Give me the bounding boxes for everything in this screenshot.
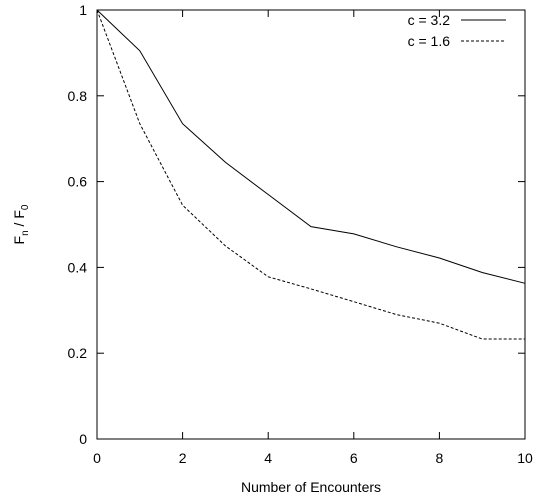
legend-label: c = 3.2: [408, 12, 451, 28]
y-tick-label: 0.8: [68, 88, 88, 104]
y-axis-label-denominator: F: [11, 210, 27, 219]
x-tick-label: 4: [264, 450, 272, 466]
y-axis-ticks: 0 0.2 0.4 0.6 0.8 1: [68, 2, 525, 447]
y-tick-label: 0.2: [68, 345, 88, 361]
y-tick-label: 0.4: [68, 259, 88, 275]
series-line-2: [96, 9, 525, 340]
x-axis-label: Number of Encounters: [241, 479, 381, 495]
y-tick-label: 0.6: [68, 174, 88, 190]
y-tick-label: 0: [79, 431, 87, 447]
y-axis-label-denominator-subscript: 0: [20, 204, 31, 210]
x-tick-label: 10: [517, 450, 533, 466]
y-axis-label-numerator: F: [11, 236, 27, 245]
x-axis-ticks: 0 2 4 6 8 10: [93, 10, 533, 466]
x-tick-label: 8: [436, 450, 444, 466]
y-tick-label: 1: [79, 2, 87, 18]
series-layer: [96, 9, 526, 340]
x-tick-label: 6: [350, 450, 358, 466]
legend: c = 3.2 c = 1.6: [408, 12, 506, 49]
x-tick-label: 0: [93, 450, 101, 466]
legend-label: c = 1.6: [408, 33, 451, 49]
plot-frame: [96, 9, 526, 440]
x-tick-label: 2: [179, 450, 187, 466]
series-line-1: [96, 9, 526, 284]
y-axis-label: Fn / F0: [11, 204, 31, 244]
y-axis-label-separator: /: [11, 219, 27, 231]
y-axis-label-numerator-subscript: n: [20, 230, 31, 236]
